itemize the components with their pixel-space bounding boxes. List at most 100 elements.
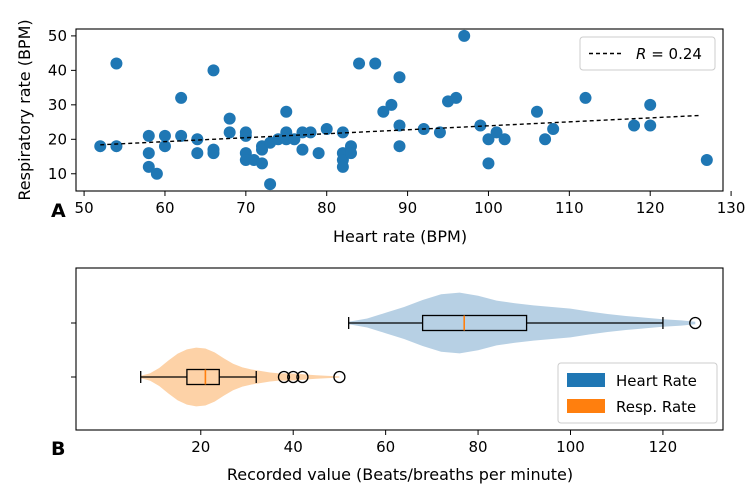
scatter-point [207,147,220,160]
scatter-point [450,91,463,104]
scatter-point [482,133,495,146]
scatter-point [110,140,123,153]
scatter-point [547,122,560,135]
legend-r-symbol: R [636,45,646,63]
scatter-point [191,147,204,160]
scatter-point [142,147,155,160]
scatter-point [175,91,188,104]
scatter-point [239,129,252,142]
scatter-point [158,129,171,142]
violin-heart-rate [348,292,696,354]
scatter-point [256,143,269,156]
x-tick-label: 60 [155,199,174,217]
scatter-point [94,140,107,153]
scatter-point [142,160,155,173]
x-tick-label: 90 [398,199,417,217]
panel-label-a: A [51,200,66,222]
scatter-legend: R = 0.24 [579,36,716,71]
y-tick-label: 40 [48,61,67,79]
scatter-point [264,178,277,191]
scatter-legend-box [579,36,716,71]
scatter-point [385,98,398,111]
scatter-point [393,140,406,153]
scatter-point [482,157,495,170]
x-tick-label: 130 [717,199,746,217]
scatter-point [700,153,713,166]
scatter-frame [75,28,724,192]
scatter-point [175,129,188,142]
scatter-point [336,126,349,139]
legend-label-resp-rate: Resp. Rate [616,398,696,416]
violin-legend: Heart Rate Resp. Rate [557,362,718,424]
scatter-point [458,29,471,42]
scatter-points [94,29,713,191]
scatter-point [110,57,123,70]
trend-line [100,114,699,146]
scatter-point [142,129,155,142]
scatter-legend-label: R = 0.24 [636,45,702,63]
x-tick-label: 80 [317,199,336,217]
scatter-point [312,147,325,160]
outlier-resp-rate [277,370,291,384]
scatter-point [369,57,382,70]
x-tick-label: 40 [284,438,303,456]
scatter-point [530,105,543,118]
legend-swatch-heart-rate [567,373,605,387]
box-resp-rate [186,368,220,386]
scatter-point [150,167,163,180]
outlier-resp-rate [296,370,309,384]
x-tick-label: 50 [75,199,94,217]
violin-frame [75,267,724,431]
x-tick-label: 110 [555,199,584,217]
scatter-point [579,91,592,104]
scatter-point [320,122,333,135]
scatter-point [498,133,511,146]
scatter-point [223,112,236,125]
scatter-point [539,133,552,146]
x-tick-label: 70 [236,199,255,217]
scatter-panel: 50 60 70 80 90 100 110 120 130 10 20 30 40 50 Heart … [15,19,745,246]
y-tick-label: 50 [48,27,67,45]
scatter-point [223,126,236,139]
scatter-point [644,119,657,132]
scatter-point [158,140,171,153]
outlier-resp-rate [333,370,346,384]
scatter-point [336,160,349,173]
outlier-heart-rate [689,316,702,330]
y-tick-label: 30 [48,96,67,114]
x-tick-label: 80 [469,438,488,456]
scatter-y-ticks: 10 20 30 40 50 [48,27,76,183]
legend-r-value: = 0.24 [651,45,702,63]
x-tick-label: 60 [376,438,395,456]
scatter-point [304,126,317,139]
scatter-point [628,119,641,132]
panel-label-b: B [51,438,65,460]
scatter-point [288,133,301,146]
y-tick-label: 10 [48,165,67,183]
scatter-point [256,157,269,170]
violin-x-label: Recorded value (Beats/breaths per minute… [227,465,573,484]
scatter-point [393,119,406,132]
scatter-point [296,143,309,156]
legend-swatch-resp-rate [567,399,605,413]
violin-x-ticks: 20 40 60 80 100 120 [191,430,677,456]
x-tick-label: 120 [636,199,665,217]
scatter-x-ticks: 50 60 70 80 90 100 110 120 130 [75,191,746,217]
legend-label-heart-rate: Heart Rate [616,372,697,390]
scatter-point [344,147,357,160]
y-tick-label: 20 [48,130,67,148]
scatter-point [377,105,390,118]
violin-panel: 20 40 60 80 100 120 Recorded value (Beats/bre… [51,267,724,484]
scatter-point [490,126,503,139]
box-heart-rate [421,314,528,332]
x-tick-label: 20 [191,438,210,456]
scatter-point [393,71,406,84]
scatter-point [191,133,204,146]
outlier-resp-rate [287,370,300,384]
scatter-x-label: Heart rate (BPM) [333,227,467,246]
x-tick-label: 100 [474,199,503,217]
scatter-point [207,64,220,77]
scatter-point [433,126,446,139]
boxplots [140,314,702,386]
scatter-point [353,57,366,70]
